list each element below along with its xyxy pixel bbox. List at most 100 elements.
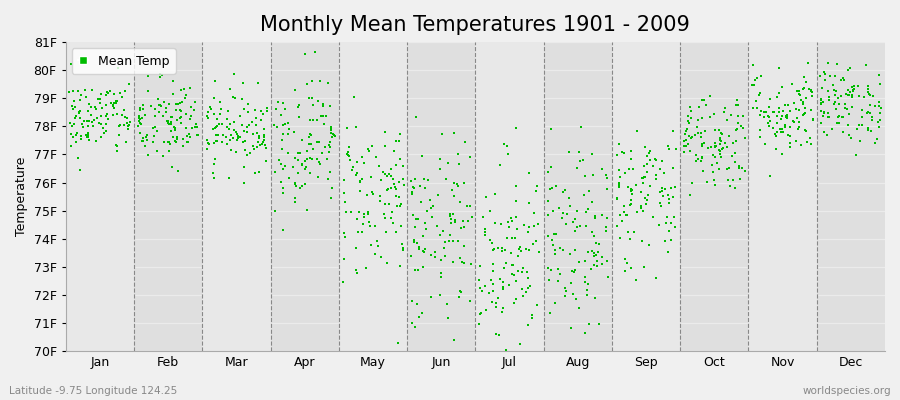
Point: [323, 103, 338, 110]
Point: [292, 150, 306, 156]
Point: [418, 185, 433, 192]
Point: [860, 86, 875, 92]
Point: [859, 62, 873, 68]
Point: [287, 86, 302, 93]
Point: [616, 149, 630, 155]
Point: [580, 281, 595, 288]
Point: [339, 209, 354, 216]
Point: [320, 80, 335, 86]
Title: Monthly Mean Temperatures 1901 - 2009: Monthly Mean Temperatures 1901 - 2009: [260, 15, 690, 35]
Point: [558, 284, 572, 291]
Point: [661, 192, 675, 198]
Point: [452, 161, 466, 167]
Point: [854, 122, 868, 128]
Point: [660, 214, 674, 220]
Point: [316, 113, 330, 120]
Point: [873, 81, 887, 87]
Point: [310, 117, 324, 124]
Point: [649, 156, 663, 163]
Point: [112, 65, 126, 71]
Point: [73, 97, 87, 103]
Point: [640, 161, 654, 168]
Point: [804, 141, 818, 147]
Point: [274, 178, 288, 185]
Point: [257, 134, 272, 140]
Point: [508, 235, 522, 242]
Point: [447, 180, 462, 186]
Point: [364, 142, 379, 149]
Point: [446, 259, 461, 266]
Point: [275, 227, 290, 233]
Point: [817, 71, 832, 77]
Point: [821, 110, 835, 116]
Point: [721, 177, 735, 184]
Point: [591, 320, 606, 327]
Point: [73, 167, 87, 173]
Point: [478, 231, 492, 238]
Point: [730, 126, 744, 132]
Point: [434, 270, 448, 276]
Point: [624, 156, 638, 162]
Point: [95, 104, 110, 111]
Point: [323, 126, 338, 132]
Point: [433, 166, 447, 172]
Point: [396, 246, 410, 253]
Point: [249, 115, 264, 121]
Point: [566, 291, 580, 297]
Point: [230, 135, 245, 142]
Point: [666, 127, 680, 134]
Point: [405, 184, 419, 190]
Point: [416, 233, 430, 239]
Point: [708, 182, 723, 188]
Point: [634, 175, 649, 181]
Point: [82, 100, 96, 107]
Point: [431, 380, 446, 386]
Point: [491, 295, 505, 301]
Point: [74, 133, 88, 139]
Point: [384, 214, 399, 221]
Point: [652, 188, 667, 195]
Point: [775, 126, 789, 133]
Point: [310, 138, 325, 145]
Point: [99, 128, 113, 134]
Point: [806, 116, 820, 122]
Point: [770, 112, 784, 119]
Point: [834, 77, 849, 84]
Point: [855, 107, 869, 113]
Point: [224, 147, 238, 153]
Point: [873, 117, 887, 124]
Point: [804, 107, 818, 114]
Point: [122, 122, 136, 128]
Point: [409, 267, 423, 274]
Point: [708, 144, 723, 150]
Point: [791, 107, 806, 113]
Point: [714, 130, 728, 136]
Point: [830, 61, 844, 67]
Point: [803, 135, 817, 142]
Point: [532, 249, 546, 255]
Point: [509, 125, 524, 131]
Point: [415, 153, 429, 159]
Point: [298, 166, 312, 172]
Point: [168, 106, 183, 113]
Point: [163, 140, 177, 147]
Point: [497, 140, 511, 147]
Point: [587, 252, 601, 259]
Point: [737, 168, 751, 174]
Point: [439, 176, 454, 183]
Point: [70, 88, 85, 94]
Point: [374, 176, 388, 183]
Point: [174, 120, 188, 126]
Point: [292, 102, 306, 108]
Point: [315, 150, 329, 156]
Point: [473, 284, 488, 291]
Point: [275, 131, 290, 137]
Point: [724, 112, 738, 118]
Point: [624, 188, 638, 194]
Point: [729, 138, 743, 144]
Point: [213, 111, 228, 118]
Point: [230, 133, 245, 140]
Point: [612, 180, 626, 186]
Point: [706, 177, 721, 183]
Point: [785, 80, 799, 87]
